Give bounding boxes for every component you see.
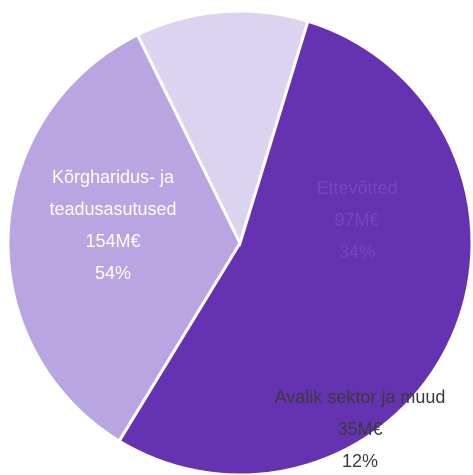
slice-label: Avalik sektor ja muud 35M€ 12%	[275, 381, 446, 475]
amount-label: 35M€	[337, 419, 383, 439]
category-label: Kõrgharidus- ja teadusasutused	[49, 167, 177, 219]
pie-slice	[135, 9, 310, 248]
category-label: Avalik sektor ja muud	[274, 387, 446, 407]
amount-label: 154M€	[85, 231, 141, 251]
value-label: 54%	[94, 263, 132, 283]
amount-label: 97M€	[334, 210, 380, 230]
category-label: Ettevõtted	[316, 178, 398, 198]
value-label: 34%	[338, 242, 376, 262]
pie-slice	[6, 32, 242, 444]
value-label: 12%	[341, 451, 379, 471]
slice-label: Ettevõtted 97M€ 34%	[316, 172, 397, 268]
slice-label: Kõrgharidus- ja teadusasutused 154M€ 54%	[28, 161, 198, 289]
